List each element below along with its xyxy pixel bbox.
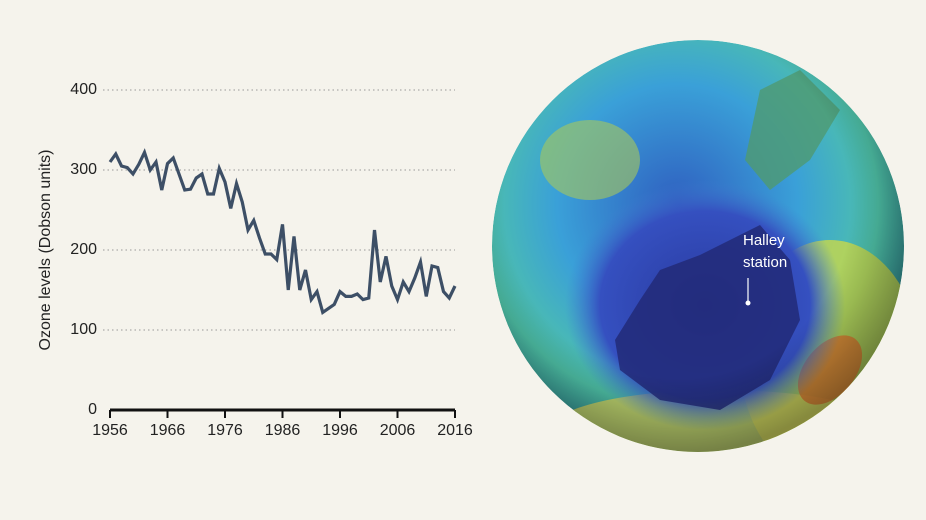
x-tick-label: 2006: [380, 422, 416, 439]
y-axis-label: Ozone levels (Dobson units): [37, 150, 54, 351]
y-tick-label: 0: [88, 401, 97, 418]
station-dot: [745, 300, 751, 306]
globe: [492, 40, 904, 452]
x-tick-label: 1966: [150, 422, 186, 439]
x-tick-label: 1996: [322, 422, 358, 439]
station-label: station: [743, 254, 787, 271]
x-tick-label: 1956: [92, 422, 128, 439]
y-tick-label: 400: [70, 81, 97, 98]
y-tick-label: 100: [70, 321, 97, 338]
data-line: [108, 148, 457, 316]
y-tick-label: 300: [70, 161, 97, 178]
station-label: Halley: [743, 232, 785, 249]
x-tick-label: 2016: [437, 422, 473, 439]
x-tick-label: 1976: [207, 422, 243, 439]
x-tick-label: 1986: [265, 422, 301, 439]
y-tick-label: 200: [70, 241, 97, 258]
